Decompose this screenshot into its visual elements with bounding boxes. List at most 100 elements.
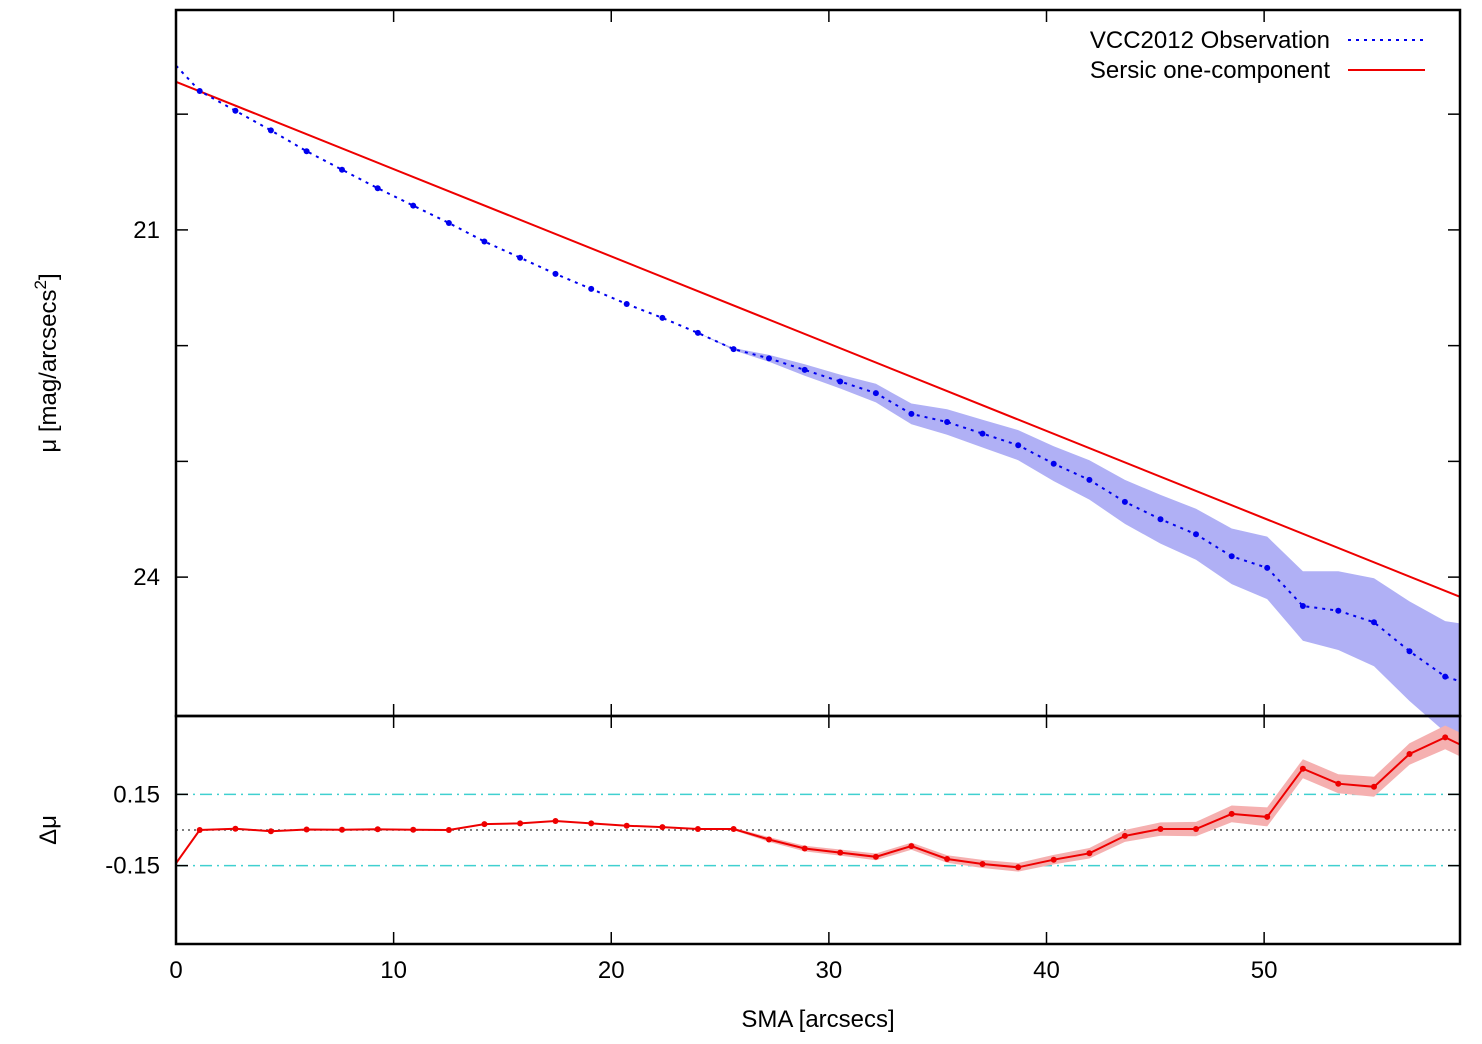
y-axis-title-top-main: μ [mag/arcsecs	[35, 289, 62, 452]
data-point-observation	[1335, 607, 1342, 614]
series-line-sersic	[175, 80, 1461, 598]
data-point-residual	[623, 822, 630, 829]
data-point-observation	[196, 88, 203, 94]
data-point-observation	[552, 270, 559, 277]
top-ticks-layer: 21 24	[133, 10, 1460, 716]
data-point-observation	[1371, 619, 1377, 626]
bottom-panel: 0 10 20 30 40 50 0.15 -0.15	[105, 714, 1462, 984]
data-point-observation	[1086, 476, 1093, 483]
bottom-points-layer	[196, 734, 1449, 871]
data-point-observation	[623, 301, 630, 307]
data-point-residual	[730, 826, 737, 832]
x-tick-label: 30	[816, 957, 843, 984]
data-point-observation	[339, 166, 345, 173]
x-tick-label: 20	[598, 957, 625, 984]
data-point-observation	[908, 410, 915, 417]
data-point-residual	[232, 825, 239, 832]
x-tick-label: 50	[1251, 957, 1278, 984]
data-point-observation	[1442, 673, 1449, 680]
data-point-residual	[1015, 864, 1022, 871]
data-point-observation	[481, 238, 488, 245]
data-point-observation	[837, 378, 844, 385]
data-point-observation	[659, 314, 666, 321]
data-point-observation	[232, 107, 239, 114]
data-point-residual	[517, 820, 524, 827]
top-plot-frame	[174, 8, 1462, 718]
x-axis-title: SMA [arcsecs]	[741, 1006, 894, 1033]
data-point-observation	[1406, 648, 1413, 655]
data-point-residual	[445, 827, 452, 833]
data-point-observation	[303, 148, 310, 155]
data-point-observation	[766, 355, 772, 362]
top-points-layer	[196, 88, 1449, 680]
y-tick-label-top: 21	[133, 217, 160, 244]
data-point-residual	[801, 845, 808, 852]
data-point-observation	[1193, 531, 1199, 538]
bottom-plot-frame	[174, 714, 1462, 946]
top-band-layer	[176, 65, 1460, 740]
data-point-observation	[730, 346, 737, 353]
data-point-residual	[944, 856, 951, 862]
y-tick-label-bottom: 0.15	[113, 781, 160, 808]
x-tick-label: 40	[1033, 957, 1060, 984]
series-line-residual	[175, 736, 1461, 869]
data-point-observation	[1121, 498, 1128, 505]
data-point-observation	[1157, 516, 1164, 523]
legend: VCC2012 Observation Sersic one-component	[1090, 27, 1425, 84]
data-point-residual	[1371, 783, 1377, 790]
residual-error-band	[176, 725, 1460, 872]
data-point-residual	[552, 818, 559, 824]
x-tick-label: 10	[380, 957, 407, 984]
data-point-observation	[1228, 553, 1235, 560]
data-point-observation	[1264, 564, 1271, 571]
data-point-observation	[1050, 460, 1057, 467]
data-point-residual	[1406, 751, 1413, 757]
data-point-residual	[1442, 734, 1449, 741]
y-axis-title-top: μ [mag/arcsecs2]	[31, 273, 62, 452]
y-axis-title-top-close: ]	[35, 273, 62, 280]
data-point-observation	[267, 127, 274, 134]
top-panel: 21 24 VCC2012 Observation Sersic one-comp…	[133, 8, 1462, 740]
legend-label-observation: VCC2012 Observation	[1090, 27, 1330, 54]
observation-error-band	[176, 65, 1460, 740]
data-point-residual	[481, 821, 488, 828]
data-point-residual	[1050, 856, 1057, 863]
data-point-residual	[1228, 810, 1235, 817]
y-tick-label-bottom: -0.15	[105, 853, 160, 880]
data-point-residual	[908, 843, 915, 850]
top-lines-layer	[175, 64, 1461, 683]
data-point-residual	[872, 853, 879, 860]
y-axis-title-top-sup: 2	[31, 280, 50, 289]
data-point-residual	[339, 826, 345, 833]
data-point-observation	[979, 430, 986, 437]
data-point-observation	[588, 285, 595, 292]
data-point-residual	[1335, 780, 1342, 787]
data-point-observation	[1299, 603, 1306, 609]
bottom-band-layer	[176, 725, 1460, 872]
data-point-residual	[196, 827, 203, 833]
data-point-observation	[517, 254, 524, 261]
data-point-residual	[1193, 826, 1199, 832]
data-point-residual	[374, 826, 381, 833]
data-point-residual	[1299, 765, 1306, 772]
bottom-ticks-layer: 0 10 20 30 40 50 0.15 -0.15	[105, 716, 1460, 984]
data-point-residual	[837, 849, 844, 856]
series-line-observation	[175, 64, 1461, 683]
data-point-residual	[694, 826, 701, 832]
x-tick-label: 0	[169, 957, 182, 984]
data-point-observation	[694, 329, 701, 336]
legend-label-sersic: Sersic one-component	[1090, 57, 1330, 84]
data-point-residual	[588, 820, 595, 827]
data-point-residual	[1086, 850, 1093, 857]
data-point-residual	[1264, 813, 1271, 820]
y-axis-title-bottom: Δμ	[35, 815, 62, 845]
data-point-residual	[267, 828, 274, 835]
data-point-residual	[1157, 826, 1164, 832]
data-point-observation	[944, 419, 951, 425]
data-point-residual	[1121, 832, 1128, 839]
data-point-residual	[659, 824, 666, 831]
data-point-observation	[801, 366, 808, 373]
axis-labels: μ [mag/arcsecs2] Δμ SMA [arcsecs]	[31, 273, 895, 1033]
data-point-observation	[1015, 442, 1022, 449]
